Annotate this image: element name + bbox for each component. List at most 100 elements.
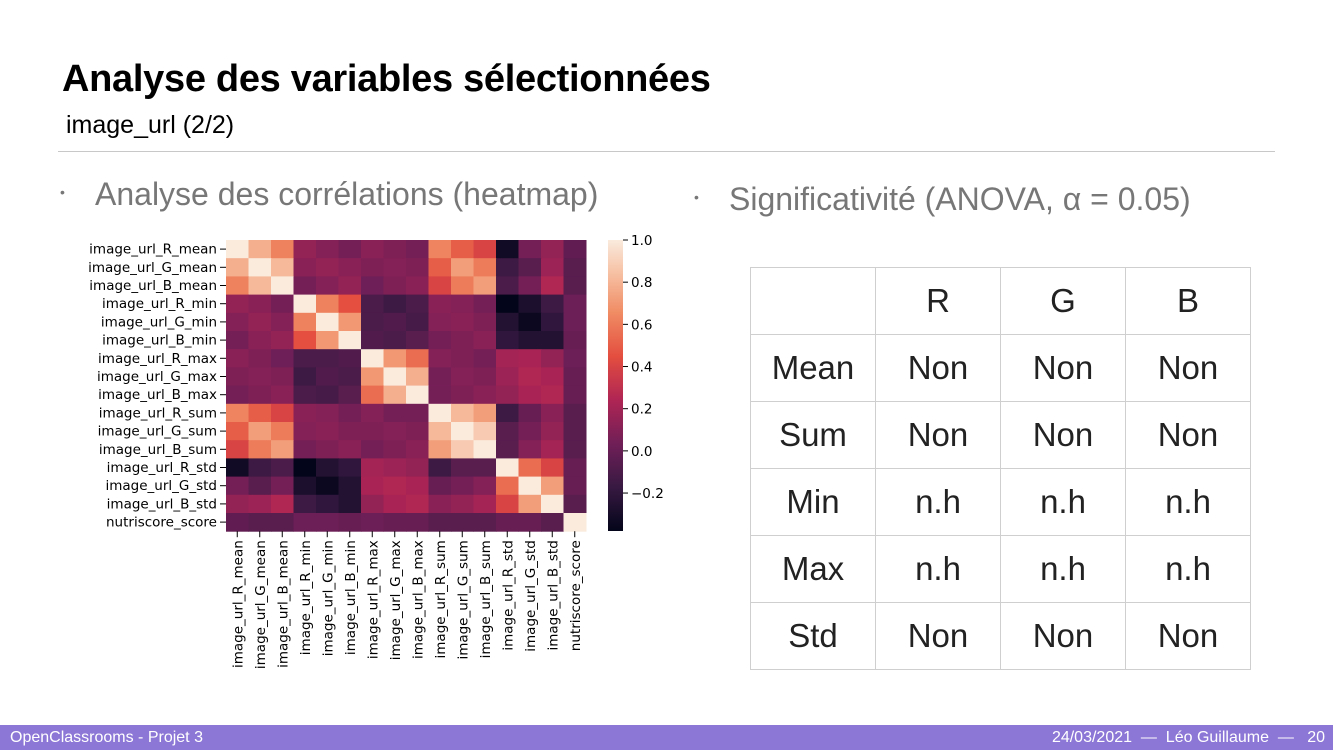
heatmap-cell [496,312,519,332]
heatmap-cell [428,258,452,277]
correlation-heatmap: image_url_R_mean image_url_G_mean image_ur… [88,233,664,669]
table-cell: Non [1125,602,1251,670]
heatmap-cell [271,458,294,478]
heatmap-cell [248,385,272,405]
heatmap-cell [428,240,452,259]
colorbar-tick-label: 1.0 [631,233,652,249]
table-cell: Non [1000,401,1126,469]
heatmap-cell [293,312,317,332]
heatmap-cell [293,349,317,368]
x-tick-label: nutriscore_score [568,540,584,651]
heatmap-cell [428,294,452,314]
heatmap-cell [406,258,429,277]
table-row: Std Non Non Non [750,602,1251,670]
heatmap-cell [316,403,339,423]
heatmap-cell [541,331,564,350]
heatmap-cell [271,440,294,459]
x-tick-label: image_url_G_max [388,540,404,660]
heatmap-cell [473,440,497,459]
heatmap-cell [451,312,474,332]
heatmap-cell [383,331,407,350]
heatmap-cell [271,240,294,259]
x-tick-label: image_url_G_mean [253,540,269,669]
heatmap-cell [248,403,272,423]
y-tick-label: image_url_B_sum [99,442,217,458]
heatmap-cell [496,294,519,314]
heatmap-cell [316,422,339,441]
heatmap-cell [271,349,294,368]
heatmap-cell [271,331,294,350]
y-tick-label: image_url_R_std [107,460,217,476]
heatmap-cell [361,240,384,259]
heatmap-cell [518,258,542,277]
heatmap-cell [473,476,497,496]
heatmap-cell [428,403,452,423]
heatmap-cell [563,258,587,277]
heatmap-cell [428,312,452,332]
table-row: Mean Non Non Non [750,334,1251,402]
heatmap-cell [563,476,587,496]
heatmap-cell [248,276,272,296]
heatmap-cell [451,385,474,405]
heatmap-cell [293,476,317,496]
heatmap-cell [361,385,384,405]
table-cell: Non [875,602,1001,670]
heatmap-cell [271,513,294,532]
heatmap-cell [428,385,452,405]
heatmap-cell [293,385,317,405]
y-tick-label: nutriscore_score [106,515,217,531]
heatmap-cell [451,513,474,532]
heatmap-cell [361,294,384,314]
heatmap-cell [518,294,542,314]
heatmap-cell [473,312,497,332]
heatmap-cell [316,494,339,514]
heatmap-cell [226,240,249,259]
heatmap-cell [248,312,272,332]
heatmap-cell [496,440,519,459]
colorbar-tick-label: −0.2 [631,486,664,502]
heatmap-cell [293,458,317,478]
heatmap-cell [541,458,564,478]
y-tick-label: image_url_R_min [102,296,217,312]
table-cell: Non [1000,602,1126,670]
x-tick-label: image_url_G_min [320,540,336,656]
heatmap-cell [361,494,384,514]
heatmap-cell [496,276,519,296]
heatmap-cell [226,403,249,423]
heatmap-cell [496,494,519,514]
heatmap-cell [406,403,429,423]
heatmap-cell [316,349,339,368]
heatmap-cell [451,331,474,350]
y-tick-label: image_url_G_max [97,369,217,385]
x-tick-label: image_url_B_mean [275,540,291,668]
heatmap-cell [541,403,564,423]
heatmap-cell [473,367,497,387]
heatmap-cell [541,440,564,459]
heatmap-cell [383,276,407,296]
heatmap-cell [563,440,587,459]
footer-bar: OpenClassrooms - Projet 3 24/03/2021 — L… [0,725,1333,750]
colorbar-tick-label: 0.4 [631,360,652,376]
heatmap-cell [316,476,339,496]
heatmap-cell [248,440,272,459]
heatmap-cell [293,513,317,532]
heatmap-cell [383,294,407,314]
heatmap-cell [226,385,249,405]
heatmap-cell [226,458,249,478]
heatmap-cell [473,458,497,478]
heatmap-cell [338,513,362,532]
y-tick-label: image_url_G_mean [88,260,217,276]
heatmap-cell [406,367,429,387]
heatmap-cell [226,367,249,387]
heatmap-cell [406,385,429,405]
heatmap-cell [226,331,249,350]
heatmap-cell [271,367,294,387]
heatmap-cell [451,458,474,478]
heatmap-cell [248,240,272,259]
heatmap-cell [383,403,407,423]
heatmap-cell [518,240,542,259]
heatmap-cell [361,476,384,496]
heatmap-cell [226,312,249,332]
heatmap-cell [338,367,362,387]
table-row: Max n.h n.h n.h [750,535,1251,603]
